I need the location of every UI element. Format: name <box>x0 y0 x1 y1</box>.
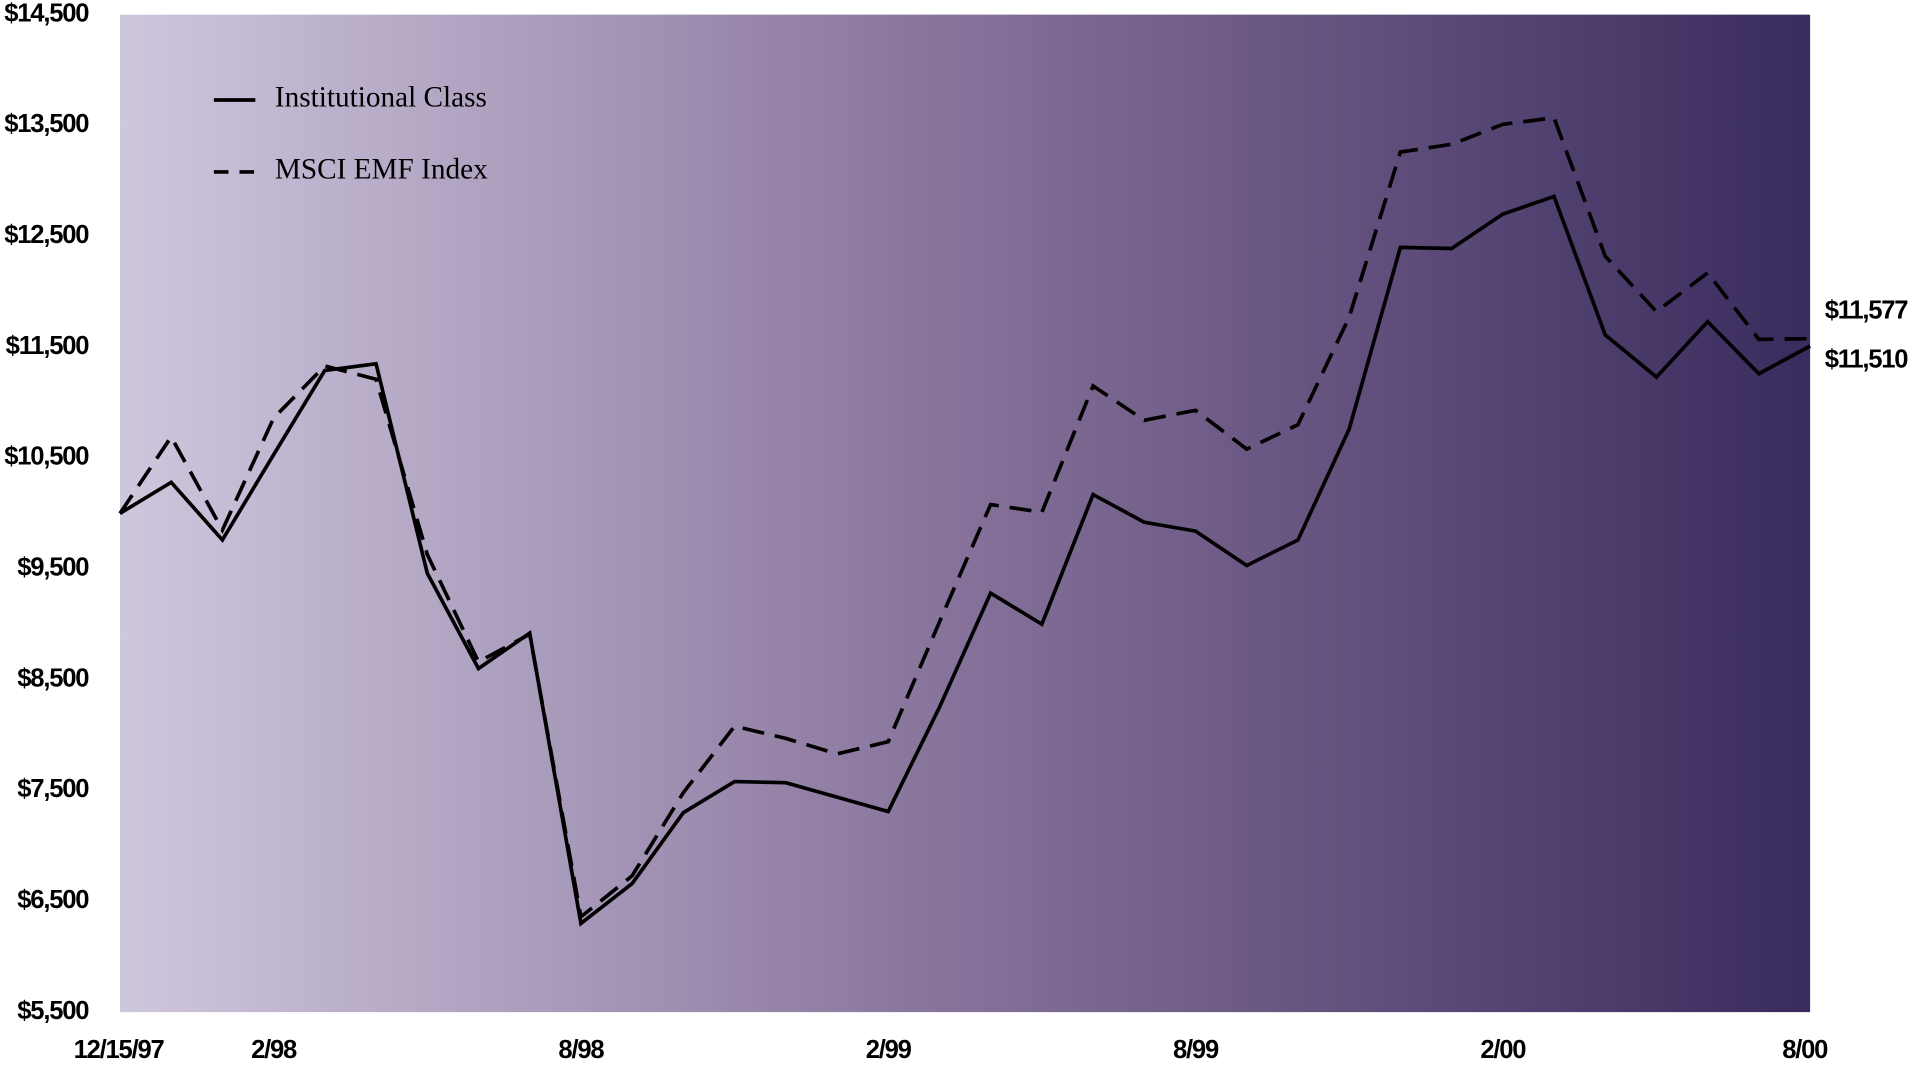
x-tick-label: 12/15/97 <box>74 1036 165 1064</box>
end-value-label: $11,577 <box>1825 297 1909 325</box>
x-tick-label: 8/99 <box>1173 1036 1219 1064</box>
y-tick-label: $9,500 <box>17 554 89 582</box>
legend-label: Institutional Class <box>275 82 487 114</box>
y-tick-label: $6,500 <box>17 886 89 914</box>
plot-background <box>119 14 1811 1013</box>
x-tick-label: 2/00 <box>1480 1036 1526 1064</box>
y-tick-label: $7,500 <box>17 775 89 803</box>
end-value-label: $11,510 <box>1825 345 1909 373</box>
legend-label: MSCI EMF Index <box>275 154 488 186</box>
y-tick-label: $8,500 <box>17 664 89 692</box>
series-line <box>118 115 1811 921</box>
x-tick-label: 2/99 <box>866 1036 912 1064</box>
y-tick-label: $11,500 <box>6 332 90 360</box>
y-tick-label: $5,500 <box>17 997 89 1025</box>
x-tick-label: 8/00 <box>1782 1036 1828 1064</box>
y-tick-label: $12,500 <box>4 221 89 249</box>
x-tick-label: 2/98 <box>251 1036 297 1064</box>
y-tick-label: $13,500 <box>4 110 89 138</box>
y-tick-label: $10,500 <box>4 443 89 471</box>
y-tick-label: $14,500 <box>4 0 89 27</box>
x-tick-label: 8/98 <box>558 1036 604 1064</box>
